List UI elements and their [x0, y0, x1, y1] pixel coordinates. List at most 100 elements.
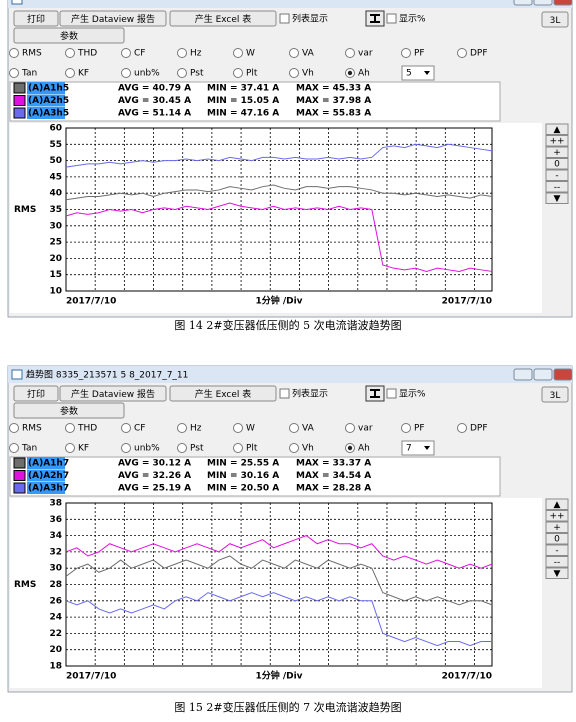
percent-checkbox[interactable] [386, 13, 397, 24]
radio[interactable] [289, 443, 299, 453]
radio-label[interactable]: Hz [190, 424, 202, 434]
radio-label[interactable]: RMS [22, 424, 42, 434]
radio-label[interactable]: Plt [246, 69, 258, 79]
radio-label[interactable]: Tan [21, 444, 37, 454]
side-button[interactable] [545, 146, 569, 158]
radio[interactable] [457, 423, 467, 433]
radio[interactable] [9, 423, 19, 433]
radio[interactable] [121, 423, 131, 433]
harmonic-select[interactable] [401, 65, 435, 81]
radio-label[interactable]: W [246, 424, 255, 434]
radio[interactable] [9, 68, 19, 78]
radio-label[interactable]: VA [302, 49, 315, 59]
side-button[interactable] [545, 181, 569, 193]
harmonic-select-value[interactable]: 5 [406, 69, 412, 79]
list-checkbox[interactable] [279, 13, 290, 24]
side-button[interactable] [545, 556, 569, 568]
report-button-label[interactable]: 产生 Dataview 报告 [71, 388, 155, 400]
side-button-label[interactable]: 0 [554, 160, 560, 170]
radio[interactable] [233, 423, 243, 433]
side-button-label[interactable]: -- [554, 558, 561, 568]
radio-label[interactable]: DPF [470, 424, 488, 434]
report-button[interactable] [59, 385, 167, 402]
params-button-label[interactable]: 参数 [60, 30, 78, 42]
radio-label[interactable]: Tan [21, 69, 37, 79]
radio-label[interactable]: var [358, 424, 373, 434]
radio-label[interactable]: Pst [190, 69, 204, 79]
side-button-label[interactable]: - [555, 546, 558, 556]
side-button-label[interactable]: ++ [549, 137, 564, 147]
radio[interactable] [121, 443, 131, 453]
side-button[interactable] [545, 123, 569, 135]
radio[interactable] [289, 68, 299, 78]
list-checkbox-label[interactable]: 列表显示 [292, 13, 328, 25]
excel-button[interactable] [169, 385, 277, 402]
print-button-label[interactable]: 打印 [27, 13, 45, 25]
side-button[interactable] [545, 192, 569, 204]
window-control[interactable] [553, 368, 573, 381]
radio[interactable] [401, 48, 411, 58]
side-button-label[interactable]: -- [554, 183, 561, 193]
radio-label[interactable]: VA [302, 424, 315, 434]
harmonic-select-value[interactable]: 7 [406, 444, 412, 454]
radio-label[interactable]: Ah [358, 69, 370, 79]
window-control[interactable] [513, 368, 533, 381]
radio-label[interactable]: KF [78, 69, 89, 79]
radio-label[interactable]: THD [77, 49, 97, 59]
radio-label[interactable]: Vh [302, 444, 314, 454]
layout-button[interactable] [541, 11, 569, 28]
radio-label[interactable]: unb% [134, 444, 160, 454]
print-button[interactable] [13, 385, 59, 402]
radio[interactable] [401, 423, 411, 433]
print-button-label[interactable]: 打印 [27, 388, 45, 400]
radio-label[interactable]: Pst [190, 444, 204, 454]
excel-button[interactable] [169, 10, 277, 27]
radio[interactable] [177, 68, 187, 78]
radio[interactable] [345, 48, 355, 58]
window-control[interactable] [533, 0, 553, 6]
radio[interactable] [233, 68, 243, 78]
radio[interactable] [177, 423, 187, 433]
radio[interactable] [457, 48, 467, 58]
radio-label[interactable]: CF [134, 424, 145, 434]
radio-label[interactable]: THD [77, 424, 97, 434]
window-control[interactable] [553, 0, 573, 6]
radio-label[interactable]: DPF [470, 49, 488, 59]
radio-label[interactable]: PF [414, 49, 425, 59]
radio-label[interactable]: PF [414, 424, 425, 434]
radio[interactable] [9, 48, 19, 58]
radio[interactable] [177, 443, 187, 453]
radio-label[interactable]: KF [78, 444, 89, 454]
list-checkbox-label[interactable]: 列表显示 [292, 388, 328, 400]
harmonic-select[interactable] [401, 440, 435, 456]
radio-label[interactable]: W [246, 49, 255, 59]
radio[interactable] [65, 443, 75, 453]
radio-label[interactable]: unb% [134, 69, 160, 79]
radio[interactable] [289, 423, 299, 433]
radio[interactable] [233, 48, 243, 58]
window-control[interactable] [533, 368, 553, 381]
layout-button[interactable] [541, 386, 569, 403]
radio-label[interactable]: Plt [246, 444, 258, 454]
radio[interactable] [121, 68, 131, 78]
side-button-label[interactable]: - [555, 171, 558, 181]
radio[interactable] [289, 48, 299, 58]
side-button-label[interactable]: ▼ [554, 569, 561, 579]
percent-checkbox[interactable] [386, 388, 397, 399]
radio-label[interactable]: var [358, 49, 373, 59]
report-button-label[interactable]: 产生 Dataview 报告 [71, 13, 155, 25]
side-button[interactable] [545, 567, 569, 579]
side-button[interactable] [545, 533, 569, 545]
radio[interactable] [345, 423, 355, 433]
excel-button-label[interactable]: 产生 Excel 表 [195, 388, 252, 400]
side-button-label[interactable]: ▲ [554, 125, 561, 135]
radio-label[interactable]: Hz [190, 49, 202, 59]
side-button-label[interactable]: 0 [554, 535, 560, 545]
side-button[interactable] [545, 544, 569, 556]
radio[interactable] [233, 443, 243, 453]
side-button[interactable] [545, 498, 569, 510]
side-button[interactable] [545, 169, 569, 181]
radio[interactable] [177, 48, 187, 58]
report-button[interactable] [59, 10, 167, 27]
radio[interactable] [9, 443, 19, 453]
